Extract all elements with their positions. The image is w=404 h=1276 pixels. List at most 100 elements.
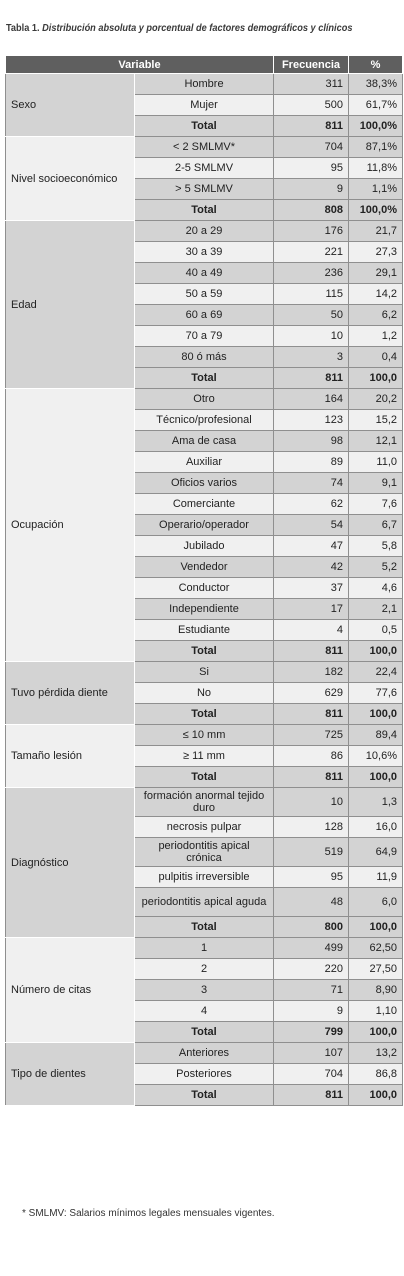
- table-row-total: Total 811 100,0: [6, 766, 403, 788]
- table-row: Tuvo pérdida diente Si 182 22,4: [5, 661, 403, 725]
- table-row: 4 9 1,10: [6, 1000, 403, 1022]
- row-label: 2-5 SMLMV: [134, 157, 274, 179]
- frequency-cell: 89: [273, 451, 349, 473]
- table-row: Tipo de dientes Anteriores 107 13,2: [5, 1042, 403, 1106]
- frequency-cell: 74: [273, 472, 349, 494]
- frequency-cell: 3: [273, 346, 349, 368]
- row-label: 60 a 69: [134, 304, 274, 326]
- row-label: Total: [134, 1021, 274, 1043]
- percent-cell: 6,2: [348, 304, 403, 326]
- frequency-cell: 811: [273, 703, 349, 725]
- percent-cell: 0,5: [348, 619, 403, 641]
- row-label: Comerciante: [134, 493, 274, 515]
- frequency-cell: 54: [273, 514, 349, 536]
- frequency-cell: 128: [273, 816, 349, 838]
- percent-cell: 13,2: [348, 1042, 403, 1064]
- table-row: No 629 77,6: [6, 682, 403, 704]
- table-row: Auxiliar 89 11,0: [6, 451, 403, 473]
- table-row: ≥ 11 mm 86 10,6%: [6, 745, 403, 767]
- frequency-cell: 48: [273, 887, 349, 917]
- frequency-cell: 10: [273, 325, 349, 347]
- table-row: Ocupación Otro 164 20,2: [5, 388, 403, 662]
- row-label: 30 a 39: [134, 241, 274, 263]
- percent-cell: 1,2: [348, 325, 403, 347]
- table-row: 3 71 8,90: [6, 979, 403, 1001]
- percent-cell: 1,3: [348, 787, 403, 817]
- percent-cell: 100,0%: [348, 199, 403, 221]
- percent-cell: 5,8: [348, 535, 403, 557]
- row-label: 1: [134, 937, 274, 959]
- row-label: 80 ó más: [134, 346, 274, 368]
- frequency-cell: 629: [273, 682, 349, 704]
- row-label: Total: [134, 1084, 274, 1106]
- frequency-cell: 62: [273, 493, 349, 515]
- frequency-cell: 311: [273, 73, 349, 95]
- row-label: Conductor: [134, 577, 274, 599]
- percent-cell: 21,7: [348, 220, 403, 242]
- row-label: Total: [134, 640, 274, 662]
- percent-cell: 14,2: [348, 283, 403, 305]
- frequency-cell: 71: [273, 979, 349, 1001]
- table-row: Mujer 500 61,7%: [6, 94, 403, 116]
- table-row: 2 220 27,50: [6, 958, 403, 980]
- group-label: Nivel socioeconómico: [5, 136, 135, 221]
- row-label: formación anormal tejido duro: [134, 787, 274, 817]
- row-label: 4: [134, 1000, 274, 1022]
- percent-cell: 87,1%: [348, 136, 403, 158]
- frequency-cell: 37: [273, 577, 349, 599]
- frequency-cell: 811: [273, 367, 349, 389]
- row-label: 40 a 49: [134, 262, 274, 284]
- data-table: Variable Frecuencia % Sexo Hombre 311 38,3%…: [5, 55, 403, 1106]
- percent-cell: 5,2: [348, 556, 403, 578]
- frequency-cell: 95: [273, 866, 349, 888]
- percent-cell: 11,9: [348, 866, 403, 888]
- header-percent: %: [348, 55, 403, 74]
- table-row: 50 a 59 115 14,2: [6, 283, 403, 305]
- row-label: ≥ 11 mm: [134, 745, 274, 767]
- table-row: Tamaño lesión ≤ 10 mm 725 89,4: [5, 724, 403, 788]
- row-label: Total: [134, 766, 274, 788]
- row-label: Total: [134, 367, 274, 389]
- frequency-cell: 4: [273, 619, 349, 641]
- row-label: > 5 SMLMV: [134, 178, 274, 200]
- group-label: Tuvo pérdida diente: [5, 661, 135, 725]
- frequency-cell: 176: [273, 220, 349, 242]
- row-label: Operario/operador: [134, 514, 274, 536]
- frequency-cell: 9: [273, 178, 349, 200]
- caption-text: Distribución absoluta y porcentual de fa…: [42, 23, 353, 34]
- percent-cell: 27,3: [348, 241, 403, 263]
- row-label: Total: [134, 115, 274, 137]
- row-label: Total: [134, 199, 274, 221]
- percent-cell: 100,0: [348, 766, 403, 788]
- table-row: Oficios varios 74 9,1: [6, 472, 403, 494]
- group-label: Diagnóstico: [5, 787, 135, 938]
- frequency-cell: 811: [273, 640, 349, 662]
- row-label: No: [134, 682, 274, 704]
- percent-cell: 86,8: [348, 1063, 403, 1085]
- group-label: Tipo de dientes: [5, 1042, 135, 1106]
- frequency-cell: 42: [273, 556, 349, 578]
- table-row: pulpitis irreversible 95 11,9: [6, 866, 403, 888]
- percent-cell: 100,0: [348, 703, 403, 725]
- header-row: Variable Frecuencia %: [5, 55, 403, 74]
- percent-cell: 6,0: [348, 887, 403, 917]
- frequency-cell: 107: [273, 1042, 349, 1064]
- frequency-cell: 86: [273, 745, 349, 767]
- percent-cell: 20,2: [348, 388, 403, 410]
- frequency-cell: 220: [273, 958, 349, 980]
- percent-cell: 64,9: [348, 837, 403, 867]
- percent-cell: 62,50: [348, 937, 403, 959]
- row-label: ≤ 10 mm: [134, 724, 274, 746]
- row-label: periodontitis apical crónica: [134, 837, 274, 867]
- table-row: necrosis pulpar 128 16,0: [6, 816, 403, 838]
- percent-cell: 1,1%: [348, 178, 403, 200]
- group-label: Sexo: [5, 73, 135, 137]
- table-row: 60 a 69 50 6,2: [6, 304, 403, 326]
- row-label: Mujer: [134, 94, 274, 116]
- table-row-total: Total 811 100,0: [6, 703, 403, 725]
- row-label: Posteriores: [134, 1063, 274, 1085]
- row-label: necrosis pulpar: [134, 816, 274, 838]
- frequency-cell: 182: [273, 661, 349, 683]
- group-label: Ocupación: [5, 388, 135, 662]
- row-label: periodontitis apical aguda: [134, 887, 274, 917]
